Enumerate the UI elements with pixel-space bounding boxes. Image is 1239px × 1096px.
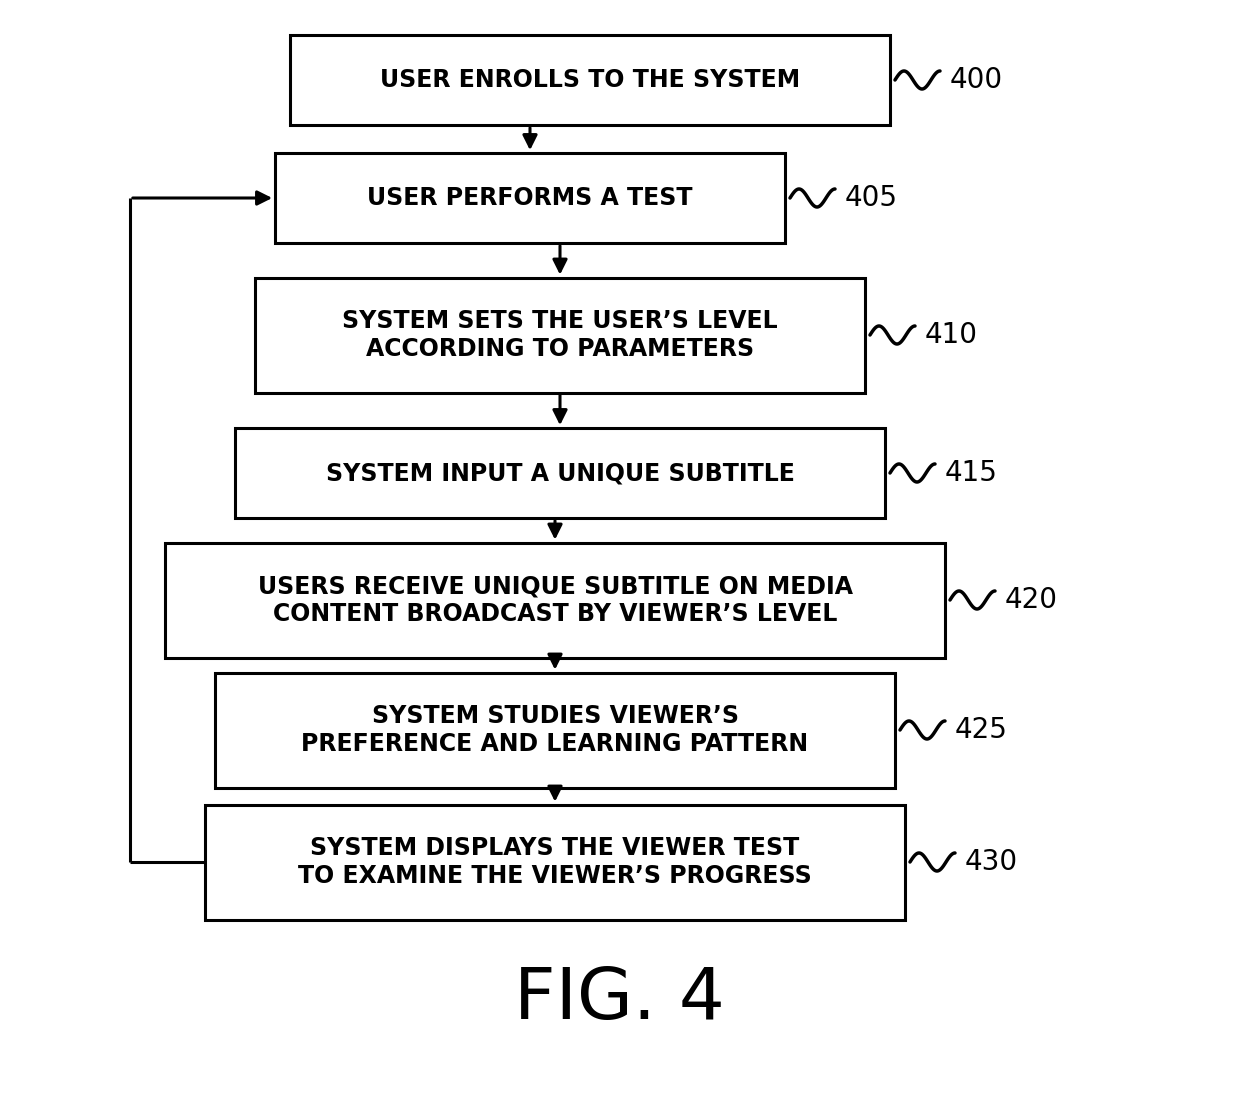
Text: 415: 415 <box>945 459 997 487</box>
Text: 405: 405 <box>845 184 898 212</box>
Text: USER PERFORMS A TEST: USER PERFORMS A TEST <box>367 186 693 210</box>
Text: SYSTEM INPUT A UNIQUE SUBTITLE: SYSTEM INPUT A UNIQUE SUBTITLE <box>326 461 794 486</box>
Text: SYSTEM SETS THE USER’S LEVEL
ACCORDING TO PARAMETERS: SYSTEM SETS THE USER’S LEVEL ACCORDING T… <box>342 309 778 361</box>
Text: 410: 410 <box>926 321 978 349</box>
FancyBboxPatch shape <box>165 543 945 658</box>
Text: SYSTEM STUDIES VIEWER’S
PREFERENCE AND LEARNING PATTERN: SYSTEM STUDIES VIEWER’S PREFERENCE AND L… <box>301 704 809 756</box>
FancyBboxPatch shape <box>290 35 890 125</box>
Text: USERS RECEIVE UNIQUE SUBTITLE ON MEDIA
CONTENT BROADCAST BY VIEWER’S LEVEL: USERS RECEIVE UNIQUE SUBTITLE ON MEDIA C… <box>258 574 852 626</box>
FancyBboxPatch shape <box>235 429 885 518</box>
Text: 425: 425 <box>955 716 1007 744</box>
FancyBboxPatch shape <box>204 804 904 920</box>
Text: 430: 430 <box>965 848 1018 876</box>
Text: SYSTEM DISPLAYS THE VIEWER TEST
TO EXAMINE THE VIEWER’S PROGRESS: SYSTEM DISPLAYS THE VIEWER TEST TO EXAMI… <box>299 836 812 888</box>
Text: FIG. 4: FIG. 4 <box>514 966 725 1035</box>
FancyBboxPatch shape <box>255 277 865 392</box>
Text: USER ENROLLS TO THE SYSTEM: USER ENROLLS TO THE SYSTEM <box>380 68 800 92</box>
FancyBboxPatch shape <box>216 673 895 788</box>
Text: 400: 400 <box>950 66 1004 94</box>
FancyBboxPatch shape <box>275 153 786 243</box>
Text: 420: 420 <box>1005 586 1058 614</box>
